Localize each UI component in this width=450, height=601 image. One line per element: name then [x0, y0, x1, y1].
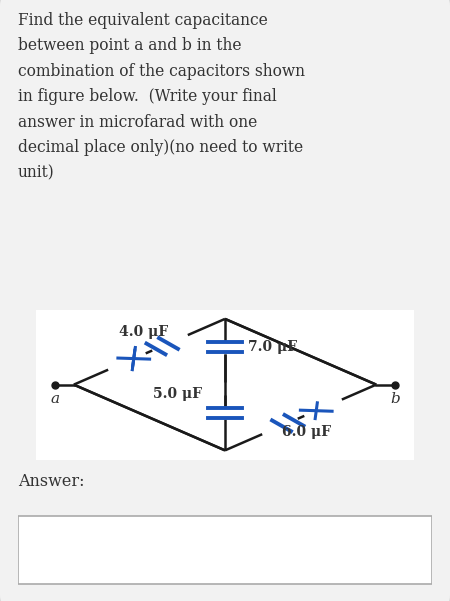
Text: 4.0 μF: 4.0 μF [119, 325, 168, 339]
Text: 5.0 μF: 5.0 μF [153, 387, 202, 401]
Text: 6.0 μF: 6.0 μF [282, 424, 331, 439]
Text: b: b [390, 392, 400, 406]
FancyBboxPatch shape [18, 516, 432, 584]
Text: a: a [50, 392, 59, 406]
Text: Answer:: Answer: [18, 474, 85, 490]
Text: Find the equivalent capacitance
between point a and b in the
combination of the : Find the equivalent capacitance between … [18, 12, 305, 182]
Text: 7.0 μF: 7.0 μF [248, 340, 297, 354]
